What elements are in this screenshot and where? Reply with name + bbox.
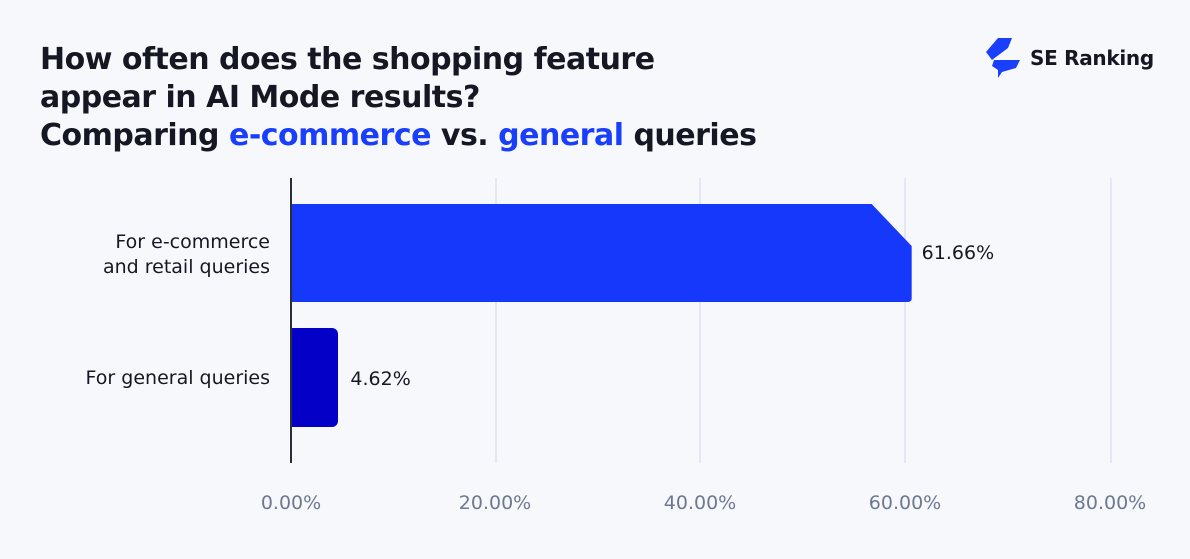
- brand-logo: SE Ranking: [986, 38, 1154, 78]
- category-label-line: For e-commerce: [115, 231, 270, 253]
- title-line-3: Comparing e-commerce vs. general queries: [40, 117, 757, 155]
- x-tick-20: 20.00%: [458, 492, 532, 514]
- chart-title: How often does the shopping feature appe…: [40, 41, 757, 155]
- y-axis-line: [290, 178, 292, 463]
- x-tick-0: 0.00%: [260, 492, 322, 514]
- title-text: Comparing: [40, 118, 229, 153]
- title-highlight-general: general: [498, 118, 624, 153]
- gridline-20: [495, 178, 497, 463]
- x-tick-40: 40.00%: [663, 492, 737, 514]
- value-label-general: 4.62%: [350, 368, 411, 390]
- bar-general: [292, 328, 339, 427]
- gridline-80: [1110, 178, 1112, 463]
- title-line-1: How often does the shopping feature: [40, 42, 655, 77]
- title-text: vs.: [430, 118, 499, 153]
- x-tick-80: 80.00%: [1073, 492, 1147, 514]
- title-line-2: appear in AI Mode results?: [40, 80, 480, 115]
- value-label-ecommerce: 61.66%: [921, 242, 995, 264]
- bar-ecommerce: [292, 204, 912, 302]
- title-highlight-ecommerce: e-commerce: [228, 118, 431, 153]
- se-ranking-logo-icon: [986, 38, 1020, 78]
- gridline-60: [904, 178, 906, 463]
- brand-name: SE Ranking: [1030, 46, 1154, 70]
- title-text: queries: [623, 118, 757, 153]
- category-label-general: For general queries: [85, 367, 270, 389]
- x-tick-60: 60.00%: [868, 492, 942, 514]
- category-label-line: and retail queries: [102, 256, 270, 278]
- gridline-40: [699, 178, 701, 463]
- category-label-ecommerce: For e-commerce and retail queries: [103, 230, 270, 280]
